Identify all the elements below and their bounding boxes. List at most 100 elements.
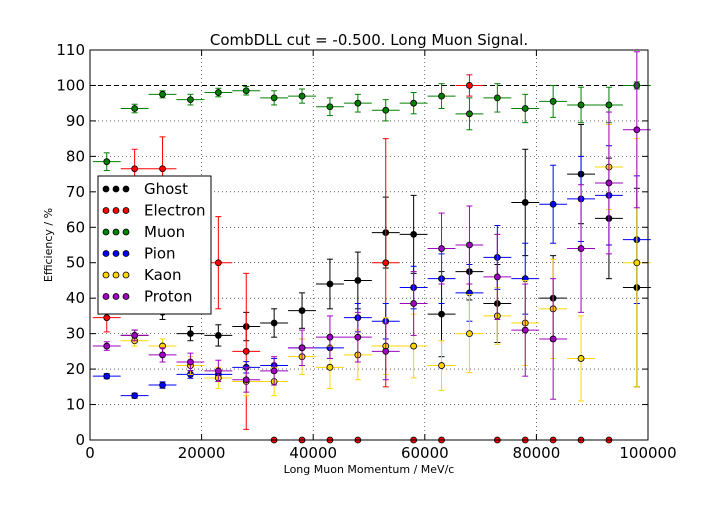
data-point xyxy=(410,230,418,238)
data-point xyxy=(382,259,390,267)
data-point xyxy=(605,179,613,187)
legend-label-electron: Electron xyxy=(144,202,206,220)
data-point xyxy=(242,87,250,95)
data-point xyxy=(382,106,390,114)
data-point xyxy=(549,200,557,208)
data-point xyxy=(577,355,585,362)
x-tick-label: 20000 xyxy=(178,444,226,462)
y-tick-label: 0 xyxy=(75,431,85,449)
data-point xyxy=(326,363,334,371)
data-point xyxy=(159,351,166,359)
data-point xyxy=(493,94,501,102)
data-point xyxy=(214,332,222,339)
x-tick-label: 0 xyxy=(85,444,95,462)
data-point xyxy=(187,96,194,104)
legend-label-muon: Muon xyxy=(144,223,185,241)
y-tick-label: 80 xyxy=(66,147,85,165)
data-point xyxy=(577,101,585,109)
y-tick-label: 70 xyxy=(66,183,85,201)
data-point xyxy=(131,105,139,112)
data-point xyxy=(242,376,250,384)
legend-marker xyxy=(102,228,110,236)
data-point xyxy=(466,82,473,89)
legend-marker xyxy=(122,228,130,236)
data-point xyxy=(466,110,473,118)
data-point xyxy=(242,347,250,355)
y-tick-label: 10 xyxy=(66,396,85,414)
y-tick-label: 60 xyxy=(66,218,85,236)
legend-marker xyxy=(112,185,120,193)
data-point xyxy=(298,344,306,352)
data-point xyxy=(298,307,306,314)
data-point xyxy=(521,326,529,334)
data-point xyxy=(410,99,418,107)
legend-marker xyxy=(122,293,130,300)
data-point xyxy=(354,333,362,341)
legend-marker xyxy=(102,207,110,214)
legend-marker xyxy=(102,185,110,193)
legend-marker xyxy=(112,207,120,214)
y-tick-label: 40 xyxy=(66,289,85,307)
data-point xyxy=(270,367,278,375)
legend-marker xyxy=(122,185,130,193)
legend-marker xyxy=(102,250,110,257)
y-axis-label: Efficiency / % xyxy=(42,208,55,282)
series-muon xyxy=(92,81,651,172)
legend-marker xyxy=(112,250,120,257)
legend-marker xyxy=(112,271,120,279)
data-point xyxy=(438,92,445,100)
legend-marker xyxy=(122,271,130,279)
data-point xyxy=(187,358,194,366)
data-point xyxy=(326,103,334,111)
y-tick-label: 20 xyxy=(66,360,85,378)
x-tick-label: 80000 xyxy=(513,444,561,462)
data-point xyxy=(521,105,529,112)
data-point xyxy=(103,372,111,380)
data-point xyxy=(410,342,418,350)
data-point xyxy=(103,342,111,350)
x-axis-label: Long Muon Momentum / MeV/c xyxy=(284,463,455,476)
x-tick-label: 40000 xyxy=(289,444,337,462)
data-point xyxy=(131,392,139,400)
data-point xyxy=(410,300,418,307)
data-point xyxy=(382,347,390,355)
x-tick-label: 60000 xyxy=(401,444,449,462)
chart-title: CombDLL cut = -0.500. Long Muon Signal. xyxy=(210,31,528,49)
data-point xyxy=(466,330,473,338)
data-point xyxy=(103,158,111,166)
data-point xyxy=(326,280,334,288)
data-point xyxy=(493,273,501,281)
data-point xyxy=(438,310,445,318)
data-point xyxy=(131,332,139,339)
data-point xyxy=(214,259,222,267)
data-point xyxy=(438,362,445,369)
legend-marker xyxy=(122,207,130,214)
y-tick-label: 30 xyxy=(66,325,85,343)
data-point xyxy=(438,245,445,252)
legend-label-pion: Pion xyxy=(144,245,176,263)
data-point xyxy=(159,165,166,173)
data-point xyxy=(131,165,139,173)
legend-marker xyxy=(102,271,110,279)
data-point xyxy=(214,89,222,96)
data-point xyxy=(159,90,166,98)
data-point xyxy=(354,277,362,284)
data-point xyxy=(187,330,194,338)
legend-marker xyxy=(102,293,110,300)
data-point xyxy=(298,92,306,100)
y-tick-label: 110 xyxy=(56,41,85,59)
data-point xyxy=(549,335,557,343)
data-point xyxy=(354,99,362,107)
data-point xyxy=(103,314,111,322)
data-point xyxy=(577,245,585,252)
legend-label-kaon: Kaon xyxy=(144,266,181,284)
data-point xyxy=(633,259,641,267)
legend-marker xyxy=(112,293,120,300)
legend-label-ghost: Ghost xyxy=(144,180,188,198)
plot-frame xyxy=(89,49,649,441)
data-point xyxy=(633,126,641,134)
y-tick-label: 90 xyxy=(66,112,85,130)
legend-label-proton: Proton xyxy=(144,288,192,306)
